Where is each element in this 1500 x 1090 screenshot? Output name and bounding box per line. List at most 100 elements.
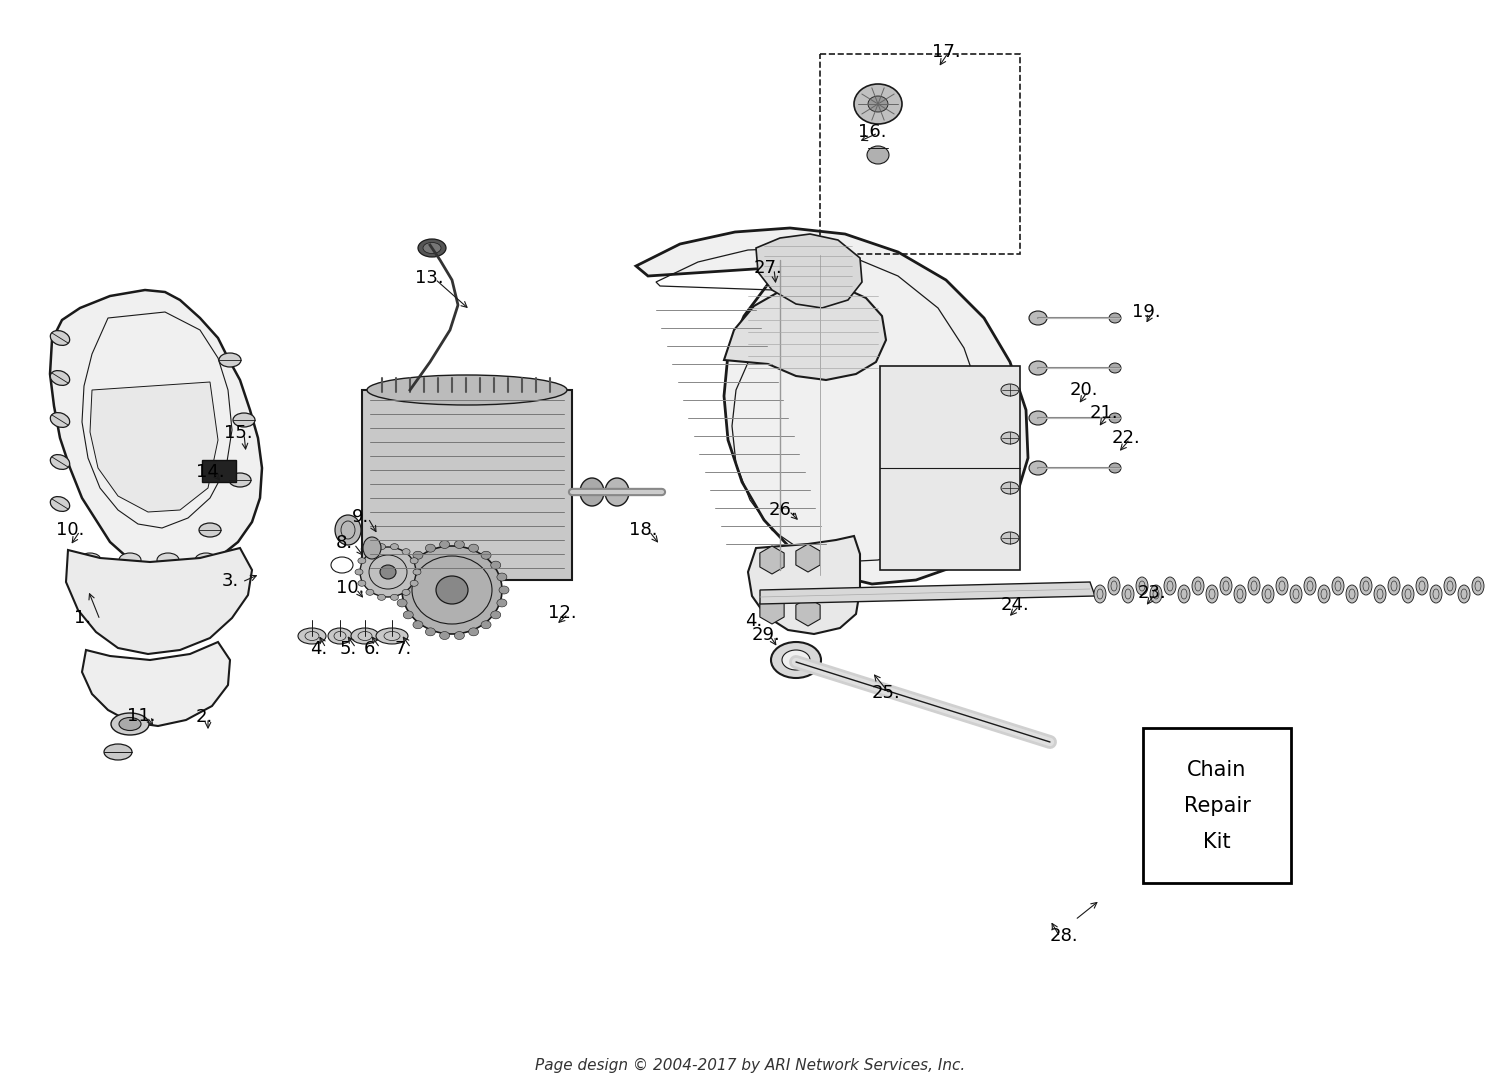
Ellipse shape [496, 573, 507, 581]
Ellipse shape [500, 586, 508, 594]
Ellipse shape [390, 594, 399, 601]
Ellipse shape [51, 330, 69, 346]
Ellipse shape [1029, 411, 1047, 425]
Text: Page design © 2004-2017 by ARI Network Services, Inc.: Page design © 2004-2017 by ARI Network S… [536, 1057, 964, 1073]
Text: 1.: 1. [74, 609, 92, 627]
Ellipse shape [426, 544, 435, 553]
Ellipse shape [1122, 585, 1134, 603]
Ellipse shape [413, 621, 423, 629]
Ellipse shape [1444, 577, 1456, 595]
Ellipse shape [360, 547, 416, 597]
Bar [202, 460, 236, 482]
Ellipse shape [1458, 585, 1470, 603]
Polygon shape [50, 290, 262, 572]
Ellipse shape [468, 544, 478, 553]
Bar [880, 366, 1020, 570]
Ellipse shape [1276, 577, 1288, 595]
Ellipse shape [1332, 577, 1344, 595]
Ellipse shape [80, 553, 100, 567]
Ellipse shape [1029, 311, 1047, 325]
Ellipse shape [378, 544, 386, 549]
Ellipse shape [358, 558, 366, 564]
Ellipse shape [1094, 585, 1106, 603]
Ellipse shape [1164, 577, 1176, 595]
Ellipse shape [1234, 585, 1246, 603]
Ellipse shape [366, 548, 374, 555]
Bar [362, 390, 572, 580]
Text: 10.: 10. [336, 579, 364, 597]
Ellipse shape [378, 594, 386, 601]
Ellipse shape [230, 473, 251, 487]
Ellipse shape [468, 628, 478, 635]
Polygon shape [756, 234, 862, 308]
Ellipse shape [490, 610, 501, 619]
Text: 25.: 25. [871, 685, 900, 702]
Ellipse shape [390, 544, 399, 549]
Ellipse shape [580, 479, 604, 506]
Ellipse shape [51, 455, 69, 470]
Ellipse shape [1000, 532, 1018, 544]
Text: 22.: 22. [1112, 429, 1140, 447]
Ellipse shape [200, 523, 220, 537]
Ellipse shape [1360, 577, 1372, 595]
Text: 15.: 15. [224, 424, 252, 443]
Ellipse shape [104, 744, 132, 760]
Ellipse shape [436, 576, 468, 604]
Text: 20.: 20. [1070, 382, 1098, 399]
Ellipse shape [51, 371, 69, 386]
Ellipse shape [404, 610, 414, 619]
Ellipse shape [298, 628, 326, 644]
Ellipse shape [440, 541, 450, 548]
Ellipse shape [402, 546, 502, 634]
Ellipse shape [404, 561, 414, 569]
Ellipse shape [868, 96, 888, 112]
Ellipse shape [51, 497, 69, 511]
Ellipse shape [482, 621, 490, 629]
Ellipse shape [454, 541, 465, 548]
Ellipse shape [1108, 363, 1120, 373]
Ellipse shape [1262, 585, 1274, 603]
Text: 24.: 24. [1000, 596, 1029, 614]
Ellipse shape [782, 650, 810, 670]
Bar [821, 54, 1020, 254]
Ellipse shape [402, 548, 410, 555]
Ellipse shape [1108, 463, 1120, 473]
Ellipse shape [867, 146, 889, 164]
Ellipse shape [351, 628, 380, 644]
Polygon shape [82, 642, 230, 726]
Ellipse shape [853, 84, 901, 124]
Ellipse shape [440, 631, 450, 640]
Text: 3.: 3. [222, 572, 240, 590]
Ellipse shape [413, 552, 423, 559]
Ellipse shape [376, 628, 408, 644]
Ellipse shape [118, 553, 141, 567]
Ellipse shape [363, 537, 381, 559]
Ellipse shape [423, 242, 441, 254]
Ellipse shape [232, 413, 255, 427]
Text: 17.: 17. [932, 43, 960, 61]
Text: 4.: 4. [746, 611, 762, 630]
Text: 14.: 14. [196, 463, 225, 481]
Polygon shape [66, 548, 252, 654]
Ellipse shape [1248, 577, 1260, 595]
Text: 18.: 18. [628, 521, 657, 538]
Ellipse shape [771, 642, 820, 678]
Ellipse shape [496, 600, 507, 607]
Ellipse shape [51, 413, 69, 427]
Ellipse shape [1430, 585, 1442, 603]
Ellipse shape [419, 239, 446, 257]
Ellipse shape [118, 717, 141, 730]
Ellipse shape [394, 586, 405, 594]
Ellipse shape [604, 479, 628, 506]
Text: 19.: 19. [1132, 303, 1161, 320]
Ellipse shape [368, 375, 567, 405]
Polygon shape [90, 382, 218, 512]
Ellipse shape [1346, 585, 1358, 603]
Ellipse shape [334, 514, 362, 545]
Ellipse shape [111, 713, 148, 735]
Ellipse shape [1416, 577, 1428, 595]
Ellipse shape [490, 561, 501, 569]
Text: 10.: 10. [56, 521, 84, 538]
Ellipse shape [1374, 585, 1386, 603]
Text: 6.: 6. [364, 640, 381, 658]
